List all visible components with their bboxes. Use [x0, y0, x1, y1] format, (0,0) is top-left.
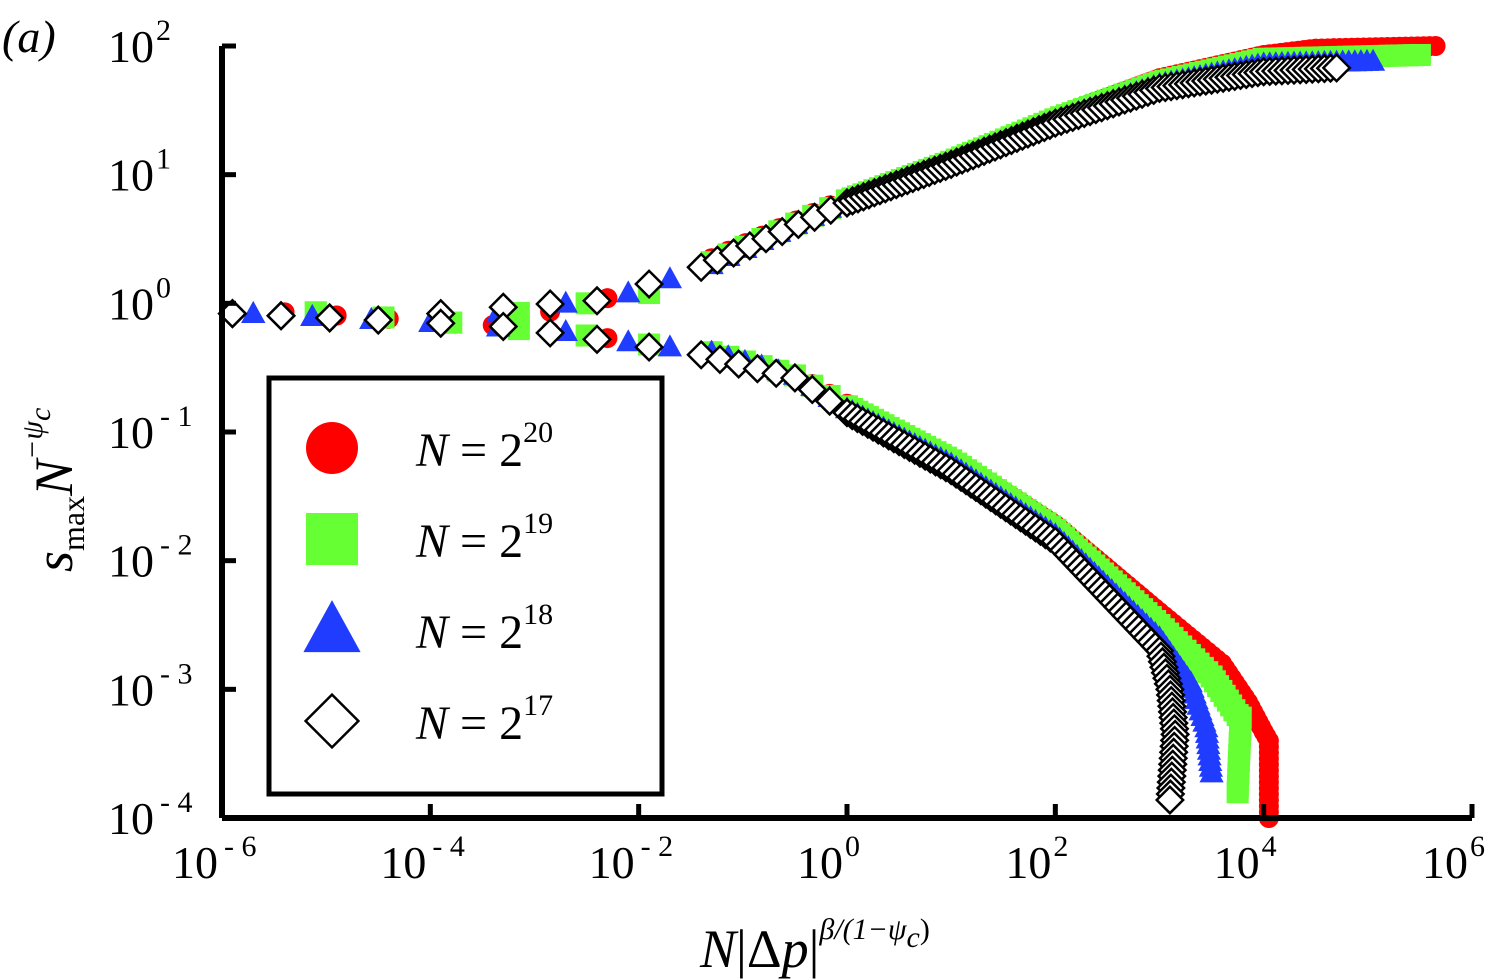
legend-marker-diamond: [303, 692, 361, 750]
data-point-diamond-upper: [634, 269, 665, 300]
x-tick-label: 10- 2: [589, 830, 674, 888]
data-point-diamond-lower: [814, 386, 845, 417]
legend-label: N = 219: [415, 507, 553, 568]
y-tick-label: 10- 1: [108, 400, 193, 458]
data-point-diamond-lower: [314, 302, 345, 333]
x-axis-label: N|Δp|β/(1−ψc): [699, 913, 930, 979]
y-tick-label: 10- 4: [108, 786, 193, 844]
y-tick-label: 10- 2: [108, 529, 193, 587]
y-tick-label: 101: [108, 143, 171, 201]
data-point-triangle-lower: [241, 300, 266, 323]
data-point-diamond-lower: [488, 311, 519, 342]
data-point-diamond-lower: [535, 317, 566, 348]
axes: [219, 43, 1475, 821]
x-tick-label: 10- 4: [380, 830, 465, 888]
data-point-diamond-lower: [797, 374, 828, 405]
legend-marker-square: [306, 513, 358, 565]
x-tick-label: 100: [797, 830, 860, 888]
data-point-diamond-upper: [582, 285, 612, 316]
data-point-diamond-lower: [779, 362, 810, 393]
legend-entry: N = 219: [306, 507, 553, 568]
y-axis-label: smaxN−ψc: [16, 408, 91, 572]
legend-label: N = 217: [415, 689, 553, 750]
legend-label: N = 220: [415, 416, 553, 477]
x-tick-label: 106: [1422, 830, 1485, 888]
x-tick-label: 104: [1214, 830, 1277, 888]
legend: N = 220 N = 219 N = 218 N = 217: [266, 375, 665, 797]
svg-text:smaxN−ψc: smaxN−ψc: [16, 408, 91, 572]
y-tick-label: 102: [108, 14, 171, 72]
data-point-diamond-upper: [1321, 52, 1352, 83]
legend-marker-triangle: [303, 600, 361, 653]
x-tick-label: 102: [1005, 830, 1068, 888]
x-tick-labels: 10- 6 10- 4 10- 2 100 102 104 106: [172, 830, 1485, 888]
y-tick-label: 100: [108, 271, 171, 329]
legend-marker-circle: [306, 422, 358, 474]
data-point-triangle-lower: [616, 329, 641, 352]
series-diamond: [217, 52, 1352, 815]
data-point-diamond-lower: [363, 305, 394, 336]
data-point-diamond-lower: [582, 324, 612, 355]
panel-label: (a): [2, 11, 56, 62]
legend-entry: N = 218: [303, 598, 553, 659]
data-point-diamond-lower: [425, 308, 456, 339]
data-point-square-upper: [1408, 44, 1431, 67]
y-tick-labels: 102 101 100 10- 1 10- 2 10- 3 10- 4: [108, 14, 193, 844]
data-point-triangle-upper: [616, 280, 641, 303]
data-point-diamond-lower: [266, 300, 296, 331]
x-tick-label: 10- 6: [172, 830, 257, 888]
legend-label: N = 218: [415, 598, 553, 659]
data-layer: [217, 36, 1446, 828]
data-point-triangle-upper: [1360, 48, 1386, 71]
legend-entry: N = 217: [303, 689, 553, 750]
y-tick-label: 10- 3: [108, 657, 193, 715]
data-point-diamond-lower: [634, 332, 665, 363]
data-point-square-lower: [1226, 781, 1249, 804]
data-point-diamond-lower: [1154, 785, 1185, 815]
data-point-triangle-lower: [657, 334, 683, 357]
data-point-diamond-upper: [535, 289, 566, 319]
data-point-triangle-lower: [1199, 760, 1224, 783]
data-point-triangle-upper: [657, 266, 683, 289]
legend-entry: N = 220: [306, 416, 553, 477]
